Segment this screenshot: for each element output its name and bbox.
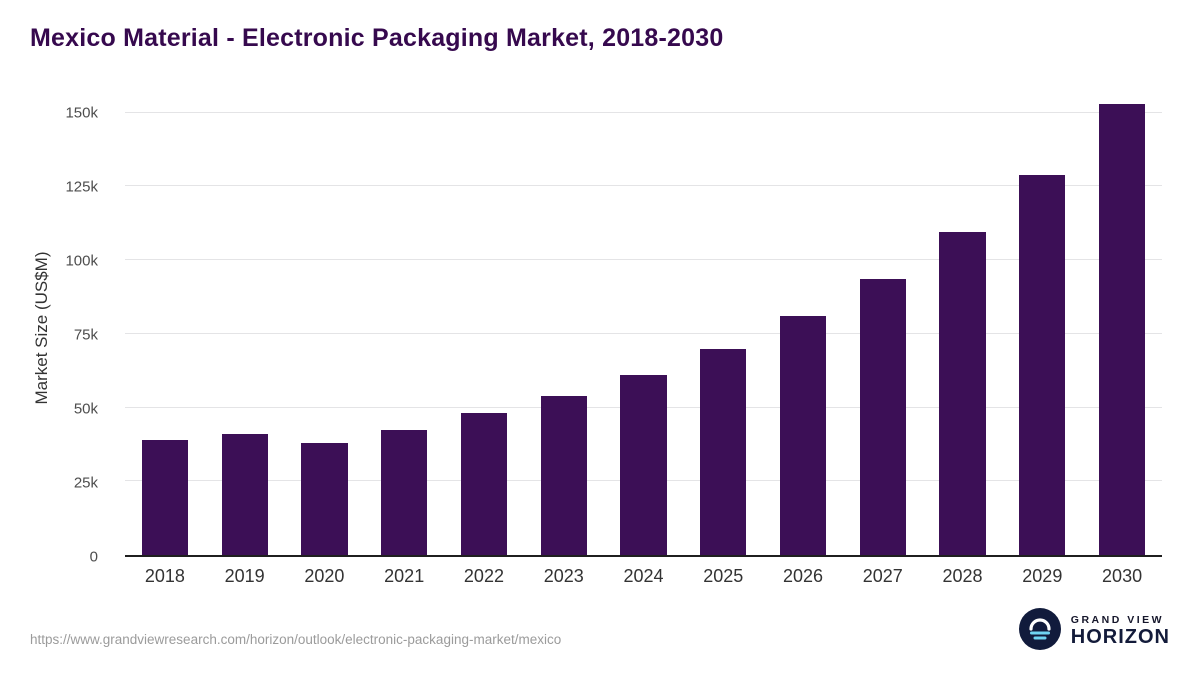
y-tick-label: 25k (73, 474, 98, 492)
x-tick-label: 2027 (862, 566, 903, 586)
logo-text: GRAND VIEW HORIZON (1071, 614, 1170, 649)
bar-column (604, 98, 684, 555)
bar-column (1082, 98, 1162, 555)
x-tick-label: 2020 (304, 566, 345, 586)
x-axis-labels: 2018 2019 2020 2021 2022 2023 2024 2025 2026 2027… (125, 566, 1162, 587)
x-tick-label: 2026 (782, 566, 824, 586)
bar-column (444, 98, 524, 555)
y-tick-label: 50k (73, 400, 98, 418)
bar-column (923, 98, 1003, 555)
bar-column (843, 98, 923, 555)
bar-column (524, 98, 604, 555)
bar-column (364, 98, 444, 555)
y-tick-label: 100k (65, 252, 98, 270)
x-tick-label: 2024 (623, 566, 664, 586)
plot-area (125, 98, 1162, 557)
bar-2024[interactable] (620, 375, 667, 555)
bar-column (1002, 98, 1082, 555)
chart-title: Mexico Material - Electronic Packaging M… (30, 24, 724, 52)
y-tick-label: 75k (73, 326, 98, 344)
bar-2025[interactable] (700, 348, 747, 555)
x-tick-label: 2019 (224, 566, 265, 586)
grand-view-horizon-logo: GRAND VIEW HORIZON (1018, 608, 1170, 655)
bar-2026[interactable] (779, 316, 827, 555)
bar-2021[interactable] (381, 429, 428, 555)
bar-2020[interactable] (301, 442, 348, 555)
gridline (125, 332, 1162, 334)
logo-line1: GRAND VIEW (1070, 613, 1165, 626)
x-tick-label: 2022 (463, 566, 504, 586)
y-tick-label: 150k (65, 104, 98, 122)
bar-column (125, 98, 205, 555)
gridline (125, 259, 1162, 261)
x-tick-label: 2029 (1022, 566, 1063, 586)
bar-column (205, 98, 285, 555)
x-tick-label: 2028 (942, 566, 983, 586)
gridline (125, 185, 1162, 187)
y-tick-label: 125k (65, 178, 98, 196)
bar-column (763, 98, 843, 555)
bar-column (683, 98, 763, 555)
x-tick-label: 2025 (703, 566, 744, 586)
bar-2030[interactable] (1098, 103, 1146, 555)
y-axis-ticks: 0 25k 50k 75k 100k 125k 150k (0, 98, 112, 565)
bar-2027[interactable] (859, 279, 906, 555)
bar-2018[interactable] (141, 440, 188, 555)
x-tick-label: 2018 (144, 566, 185, 586)
x-tick-label: 2021 (384, 566, 425, 586)
bar-2023[interactable] (540, 395, 587, 555)
gridline (125, 111, 1162, 113)
bar-column (285, 98, 365, 555)
bars-row (125, 98, 1162, 555)
bar-2019[interactable] (221, 434, 268, 555)
source-url: https://www.grandviewresearch.com/horizo… (30, 632, 562, 647)
horizon-sun-icon (1018, 608, 1061, 655)
y-tick-label: 0 (89, 548, 98, 566)
bar-2029[interactable] (1019, 174, 1066, 555)
bar-2028[interactable] (939, 232, 986, 555)
bar-2022[interactable] (460, 413, 508, 555)
x-tick-label: 2023 (543, 566, 584, 586)
x-tick-label: 2030 (1102, 566, 1143, 586)
logo-line2: HORIZON (1070, 626, 1170, 649)
